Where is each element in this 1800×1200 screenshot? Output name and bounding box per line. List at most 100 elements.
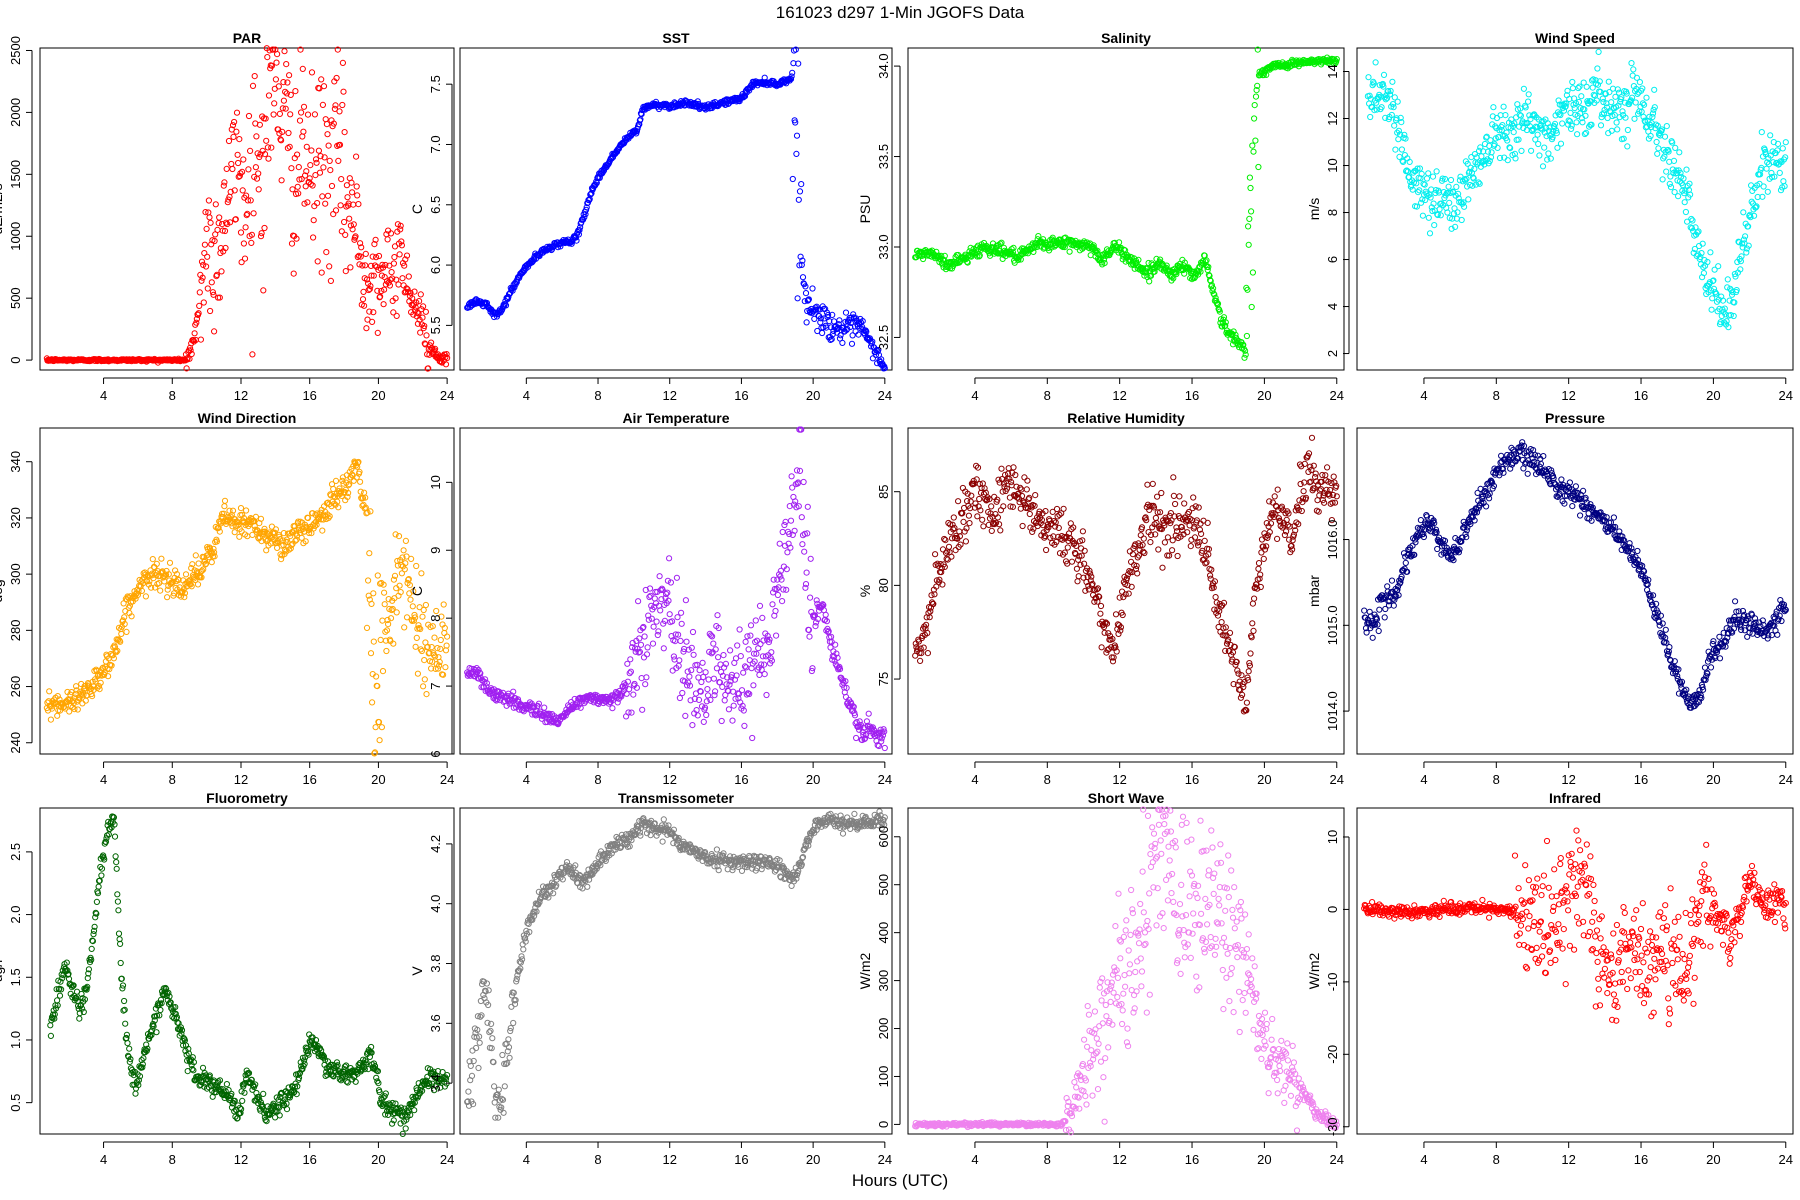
- par-data-point: [346, 215, 353, 222]
- wind-direction-x-tick-label: 20: [371, 772, 385, 787]
- wind-speed-data-point: [1490, 104, 1497, 111]
- par-data-point: [300, 128, 307, 135]
- relative-humidity-x-tick-label: 16: [1185, 772, 1199, 787]
- wind-direction-data-point: [442, 664, 449, 671]
- par-data-point: [371, 262, 379, 269]
- salinity-data-point: [1250, 148, 1257, 155]
- air-temperature-data-point: [704, 686, 711, 693]
- wind-speed-data-point: [1431, 222, 1438, 229]
- air-temperature-data-point: [644, 644, 651, 651]
- relative-humidity-data-point: [1169, 537, 1176, 544]
- air-temperature-data-point: [779, 528, 786, 536]
- wind-speed-data-point: [1663, 123, 1670, 130]
- wind-speed-data-point: [1666, 158, 1673, 165]
- wind-direction-y-tick-label: 300: [8, 563, 23, 585]
- wind-speed-data-point: [1569, 85, 1577, 92]
- salinity-y-label: PSU: [857, 195, 873, 224]
- par-data-point: [248, 231, 255, 238]
- wind-direction-points: [43, 458, 451, 757]
- wind-direction-data-point: [370, 590, 377, 597]
- par-data-point: [210, 291, 217, 298]
- par-data-point: [340, 88, 347, 95]
- air-temperature-data-point: [807, 594, 814, 601]
- wind-direction-y-label: deg: [0, 579, 5, 602]
- relative-humidity-data-point: [965, 512, 973, 519]
- wind-speed-y-tick-label: 12: [1325, 111, 1340, 125]
- par-data-point: [207, 219, 214, 226]
- par-data-point: [316, 169, 324, 176]
- sst-data-point: [798, 181, 805, 188]
- relative-humidity-data-point: [1155, 546, 1162, 553]
- par-data-point: [327, 277, 334, 284]
- wind-speed-x-tick-label: 20: [1706, 388, 1720, 403]
- sst-data-point: [592, 181, 599, 188]
- salinity-data-point: [1249, 142, 1256, 149]
- par-data-point: [372, 236, 379, 243]
- air-temperature-data-point: [678, 620, 685, 627]
- wind-direction-x-tick-label: 16: [302, 772, 316, 787]
- air-temperature-data-point: [702, 669, 709, 676]
- par-data-point: [303, 143, 310, 150]
- par-data-point: [386, 282, 393, 289]
- par-x-tick-label: 16: [302, 388, 316, 403]
- par-data-point: [223, 165, 230, 172]
- sst-x-tick-label: 8: [594, 388, 601, 403]
- par-data-point: [393, 276, 400, 283]
- par-data-point: [242, 224, 249, 231]
- wind-direction-data-point: [54, 712, 61, 719]
- wind-direction-data-point: [182, 571, 190, 578]
- wind-direction-data-point: [350, 477, 357, 484]
- relative-humidity-data-point: [942, 537, 949, 544]
- par-data-point: [216, 214, 223, 221]
- wind-speed-data-point: [1445, 183, 1452, 190]
- par-data-point: [432, 345, 439, 352]
- par-data-point: [283, 61, 290, 68]
- air-temperature-data-point: [637, 641, 645, 648]
- wind-speed-title: Wind Speed: [1535, 30, 1615, 46]
- relative-humidity-data-point: [974, 513, 981, 520]
- par-data-point: [229, 165, 236, 173]
- wind-speed-data-point: [1367, 113, 1374, 121]
- relative-humidity-data-point: [998, 465, 1005, 472]
- par-data-point: [211, 237, 218, 245]
- air-temperature-data-point: [734, 642, 741, 649]
- salinity-points: [912, 46, 1340, 361]
- salinity-data-point: [1246, 174, 1254, 181]
- relative-humidity-data-point: [917, 657, 924, 665]
- wind-speed-data-point: [1488, 149, 1495, 156]
- par-data-point: [310, 234, 317, 241]
- salinity-data-point: [1248, 208, 1255, 215]
- par-data-point: [356, 261, 363, 268]
- par-data-point: [278, 137, 285, 144]
- relative-humidity-plot-frame: [907, 427, 1345, 755]
- air-temperature-data-point: [639, 706, 646, 713]
- par-data-point: [232, 216, 239, 223]
- air-temperature-data-point: [682, 597, 690, 604]
- par-data-point: [200, 299, 207, 306]
- relative-humidity-data-point: [1026, 510, 1033, 518]
- wind-speed-data-point: [1394, 98, 1401, 105]
- par-data-point: [220, 182, 227, 189]
- par-data-point: [344, 194, 351, 201]
- par-data-point: [183, 365, 190, 372]
- sst-data-point: [509, 287, 516, 294]
- par-data-point: [307, 181, 314, 188]
- wind-direction-data-point: [440, 601, 447, 608]
- wind-speed-data-point: [1372, 59, 1379, 66]
- par-data-point: [205, 197, 212, 204]
- air-temperature-data-point: [715, 654, 722, 661]
- wind-speed-data-point: [1779, 145, 1786, 152]
- par-data-point: [389, 275, 396, 282]
- salinity-x-tick-label: 4: [971, 388, 978, 403]
- par-data-point: [268, 62, 275, 69]
- air-temperature-data-point: [752, 617, 759, 624]
- relative-humidity-data-point: [1212, 594, 1219, 601]
- wind-speed-data-point: [1758, 129, 1765, 136]
- wind-speed-data-point: [1398, 146, 1406, 153]
- air-temperature-data-point: [698, 678, 705, 686]
- wind-direction-data-point: [393, 609, 400, 616]
